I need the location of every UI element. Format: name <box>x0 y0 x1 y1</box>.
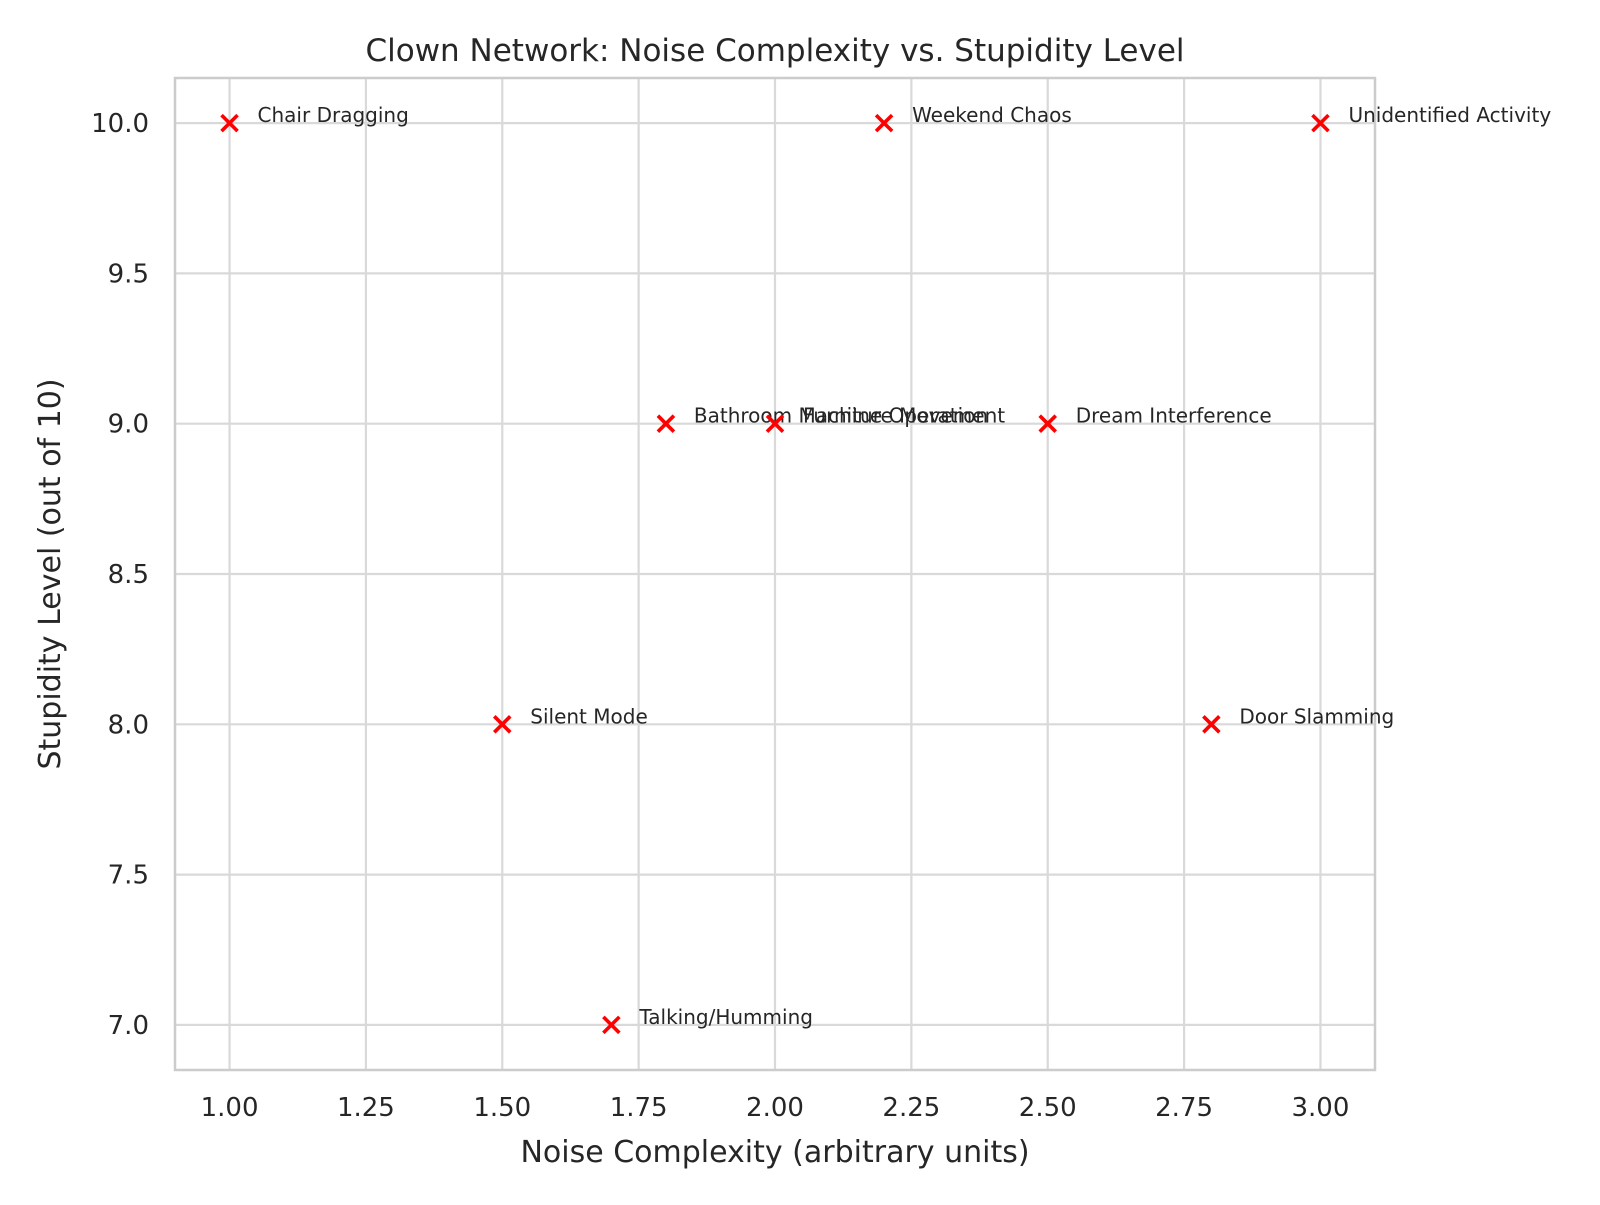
x-tick-label: 2.25 <box>882 1093 940 1123</box>
data-point <box>220 113 239 133</box>
x-axis-title: Noise Complexity (arbitrary units) <box>520 1135 1029 1170</box>
data-point <box>874 113 894 133</box>
x-tick-label: 2.50 <box>1019 1093 1077 1123</box>
point-label: Furniture Movement <box>803 404 1005 428</box>
data-point <box>602 1015 621 1035</box>
point-label: Dream Interference <box>1076 404 1272 428</box>
point-label: Weekend Chaos <box>912 103 1072 127</box>
chart-title: Clown Network: Noise Complexity vs. Stup… <box>365 33 1184 69</box>
data-point <box>765 414 785 433</box>
y-tick-label: 8.0 <box>108 710 149 740</box>
data-point <box>656 414 676 433</box>
point-label: Talking/Humming <box>638 1005 813 1029</box>
y-tick-label: 8.5 <box>108 560 149 590</box>
point-label: Silent Mode <box>530 704 647 728</box>
data-point <box>1202 715 1221 734</box>
y-tick-labels: 7.0 7.5 8.0 8.5 9.0 9.5 10.0 <box>91 109 149 1041</box>
x-tick-label: 2.00 <box>746 1093 804 1123</box>
data-point <box>1311 113 1330 133</box>
x-tick-label: 2.75 <box>1155 1093 1213 1123</box>
point-label: Bathroom Machine Operation <box>694 404 988 428</box>
y-tick-label: 9.0 <box>108 410 149 440</box>
point-label: Door Slamming <box>1239 704 1394 728</box>
y-tick-label: 7.0 <box>108 1011 149 1041</box>
data-points: Chair Dragging Weekend Chaos Unidentified … <box>220 103 1551 1035</box>
x-tick-label: 1.25 <box>337 1093 395 1123</box>
x-tick-labels: 1.00 1.25 1.50 1.75 2.00 2.25 2.50 2.75 3.00 <box>201 1093 1350 1123</box>
plot-frame <box>173 76 1377 1072</box>
y-tick-label: 10.0 <box>91 109 149 139</box>
point-label: Chair Dragging <box>258 103 409 127</box>
x-tick-label: 1.50 <box>473 1093 531 1123</box>
point-label: Unidentified Activity <box>1348 103 1551 127</box>
x-tick-label: 3.00 <box>1292 1093 1350 1123</box>
data-point <box>1038 414 1058 433</box>
grid <box>175 78 1375 1070</box>
y-tick-label: 7.5 <box>108 861 149 891</box>
x-tick-label: 1.75 <box>610 1093 668 1123</box>
y-axis-title: Stupidity Level (out of 10) <box>33 378 68 769</box>
y-tick-label: 9.5 <box>108 259 149 289</box>
x-tick-label: 1.00 <box>201 1093 259 1123</box>
data-point <box>493 715 512 734</box>
